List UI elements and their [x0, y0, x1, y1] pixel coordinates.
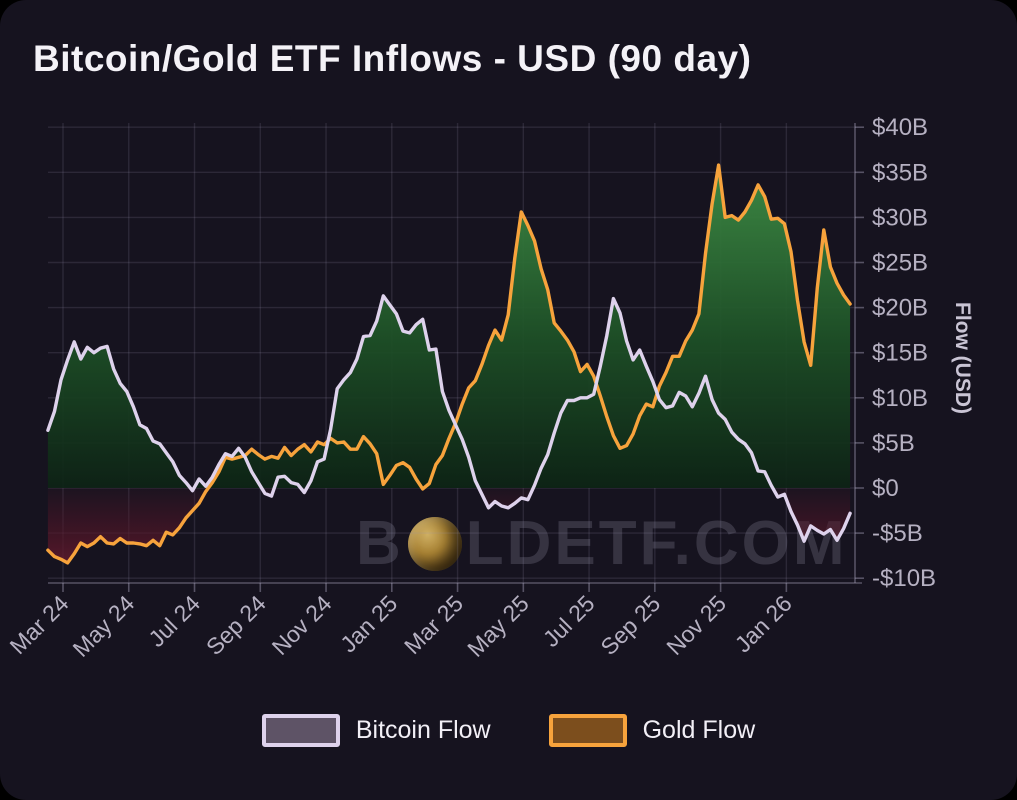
y-tick-label: $40B	[872, 114, 928, 141]
x-tick-label: Sep 24	[201, 590, 271, 660]
y-tick-label: $15B	[872, 340, 928, 367]
x-tick-label: Nov 24	[267, 590, 337, 660]
legend-item-bitcoin-flow[interactable]: Bitcoin Flow	[261, 714, 491, 747]
bitcoin-flow-line[interactable]	[46, 294, 852, 543]
gold-flow-swatch	[548, 714, 627, 747]
y-tick-label: $0	[872, 475, 899, 502]
y-axis-title: Flow (USD)	[951, 302, 974, 414]
gold-flow-area	[423, 165, 851, 488]
bitcoin-flow-area	[47, 341, 191, 488]
watermark: B LDETF.COM	[356, 508, 848, 579]
gold-flow-area	[47, 488, 209, 563]
x-tick-label: Mar 24	[5, 590, 74, 659]
bitcoin-flow-area	[533, 298, 773, 488]
y-tick-label: $20B	[872, 295, 928, 322]
y-tick-label: $35B	[872, 159, 928, 186]
bitcoin-flow-area	[306, 295, 479, 488]
x-tick-label: May 24	[68, 590, 140, 662]
legend-label-bitcoin-flow: Bitcoin Flow	[355, 716, 491, 744]
y-tick-label: $5B	[872, 430, 915, 457]
x-tick-label: Jan 25	[335, 590, 402, 657]
legend: Bitcoin Flow Gold Flow	[0, 714, 1017, 747]
chart-title: Bitcoin/Gold ETF Inflows - USD (90 day)	[33, 38, 752, 79]
x-tick-label: Nov 25	[661, 590, 731, 660]
x-tick-label: Jul 25	[538, 590, 600, 652]
gold-coin-icon	[407, 516, 462, 571]
y-tick-label: -$10B	[872, 565, 936, 592]
watermark-prefix: B	[356, 509, 404, 578]
legend-label-gold-flow: Gold Flow	[642, 716, 756, 744]
legend-item-gold-flow[interactable]: Gold Flow	[548, 714, 756, 747]
watermark-suffix: LDETF.COM	[465, 509, 848, 578]
x-tick-label: Jan 26	[730, 590, 797, 657]
x-tick-label: May 25	[462, 590, 534, 662]
bitcoin-flow-swatch	[261, 714, 340, 747]
y-tick-label: -$5B	[872, 520, 923, 547]
x-tick-label: Sep 25	[595, 590, 665, 660]
y-tick-label: $25B	[872, 250, 928, 277]
y-tick-label: $30B	[872, 204, 928, 231]
y-tick-label: $10B	[872, 385, 928, 412]
x-tick-label: Jul 24	[143, 590, 205, 652]
gold-flow-line[interactable]	[46, 163, 852, 565]
x-tick-label: Mar 25	[399, 590, 468, 659]
